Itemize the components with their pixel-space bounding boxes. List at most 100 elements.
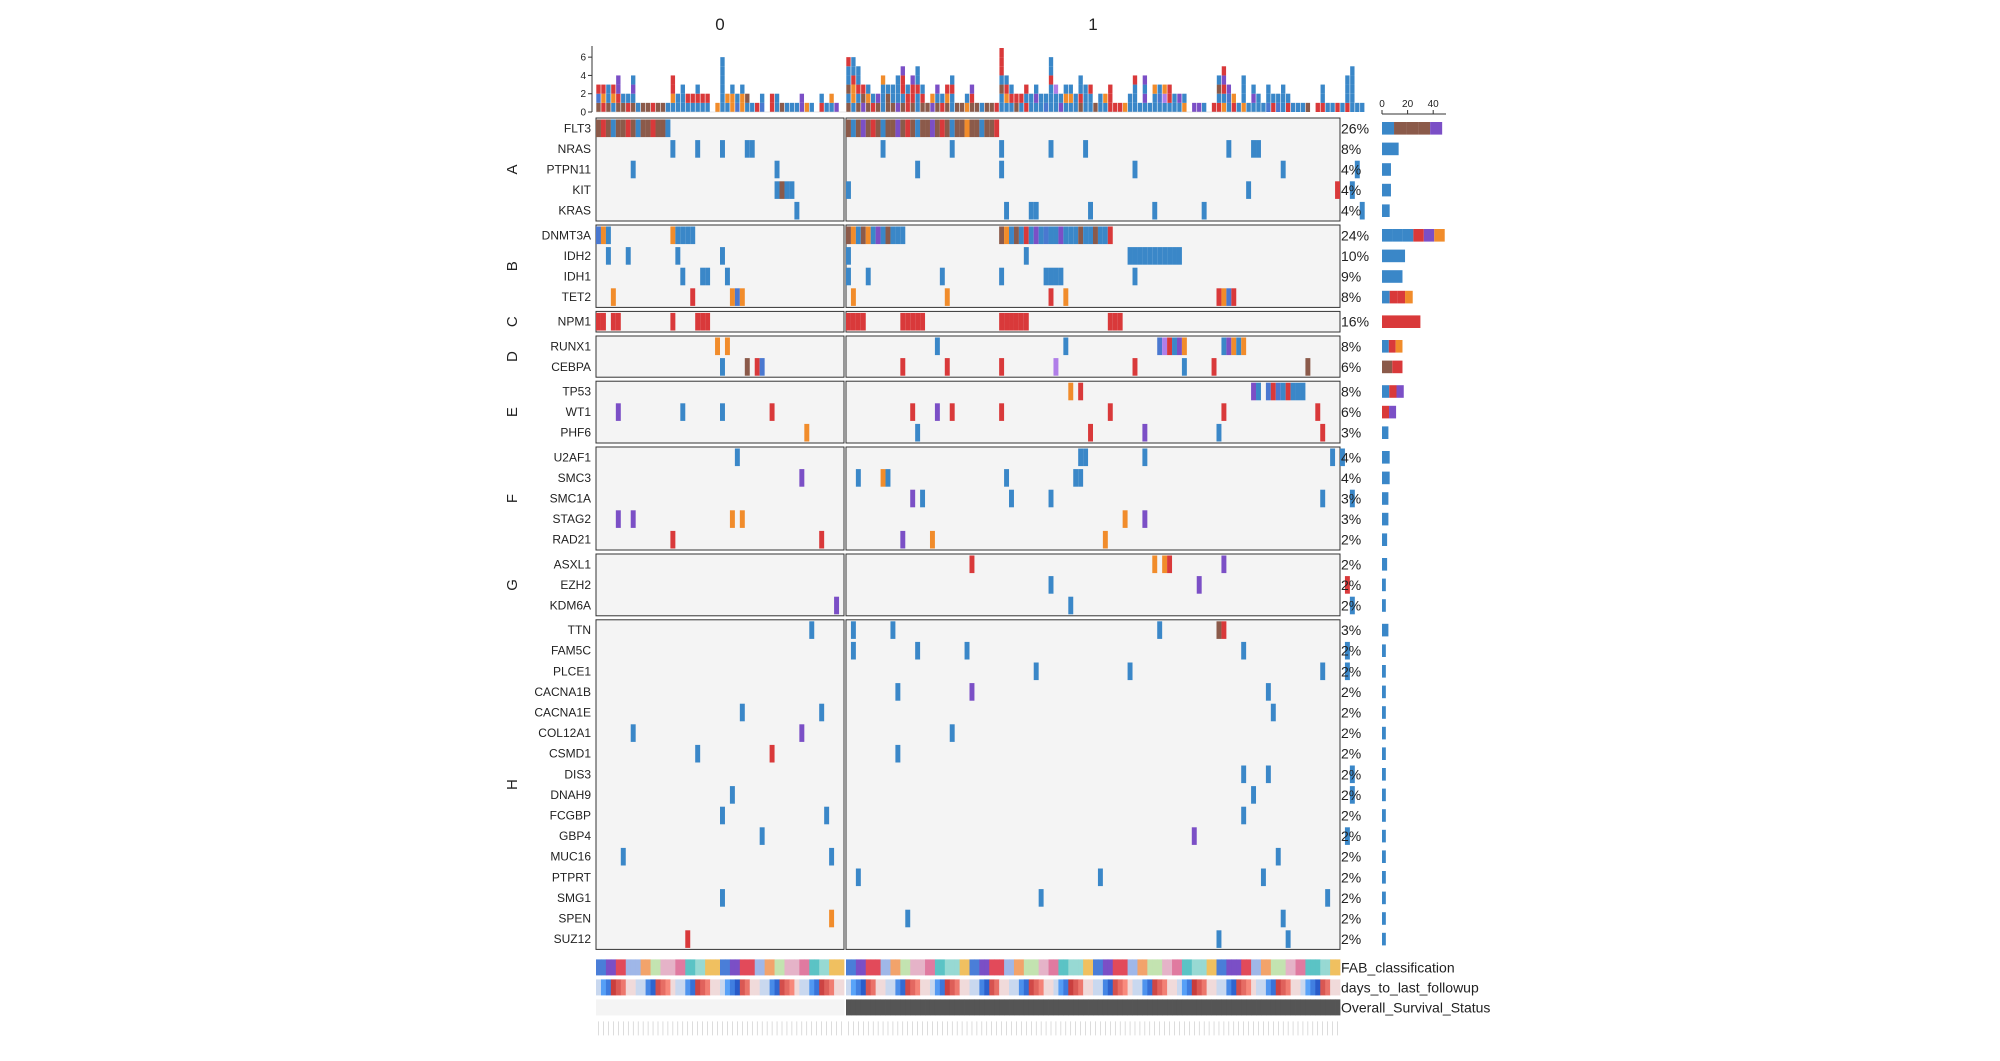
mutation-cell-TP53-141 (1295, 382, 1301, 401)
mutation-cell-FAM5C-74 (964, 641, 970, 660)
top-bar-45-0 (819, 102, 824, 112)
top-bar-149-0 (1335, 102, 1340, 112)
top-bar-93-0 (1058, 102, 1064, 112)
mutation-cell-NPM1-103 (1107, 312, 1113, 331)
fab-cell-53 (860, 959, 867, 976)
survival-cell-43 (809, 999, 815, 1016)
mutation-cell-PLCE1-107 (1127, 662, 1133, 681)
fab-cell-2 (605, 959, 612, 976)
gene-percent-TTN: 3% (1341, 622, 1361, 638)
top-bar-125-2 (1216, 84, 1222, 94)
survival-cell-54 (865, 999, 872, 1016)
survival-cell-38 (784, 999, 790, 1016)
survival-cell-148 (1330, 999, 1336, 1016)
mutation-cell-TTN-125 (1216, 621, 1222, 639)
followup-cell-106 (1122, 979, 1128, 996)
top-bar-56-0 (875, 102, 881, 112)
top-bar-121-0 (1197, 102, 1202, 112)
top-bar-125-1 (1216, 93, 1222, 103)
mutation-cell-TET2-29 (739, 288, 745, 306)
top-bar-62-1 (905, 93, 910, 103)
mutation-cell-PHF6-99 (1088, 423, 1093, 442)
followup-cell-24 (715, 979, 721, 996)
followup-cell-67 (929, 979, 936, 996)
mutation-cell-FLT3-76 (974, 119, 980, 138)
followup-cell-18 (685, 979, 691, 996)
survival-cell-22 (705, 999, 711, 1016)
fab-cell-55 (870, 959, 877, 976)
top-bar-151-1 (1345, 93, 1350, 103)
followup-cell-30 (744, 979, 751, 996)
fab-cell-149 (1335, 959, 1341, 976)
survival-cell-13 (660, 999, 666, 1016)
top-bar-125-3 (1216, 75, 1222, 85)
survival-cell-24 (715, 999, 721, 1016)
mutation-cell-IDH1-91 (1048, 267, 1054, 286)
mutation-cell-TP53-132 (1251, 382, 1257, 401)
top-bar-68-1 (935, 93, 940, 103)
mutation-cell-NRAS-31 (749, 140, 755, 158)
top-bar-98-2 (1083, 84, 1088, 94)
fab-cell-54 (865, 959, 872, 976)
top-bar-113-2 (1157, 84, 1162, 94)
mutation-cell-FLT3-71 (949, 119, 955, 138)
mutation-cell-IDH2-114 (1162, 247, 1168, 265)
frequency-bar-FLT3-4 (1430, 122, 1443, 135)
followup-cell-89 (1038, 979, 1044, 996)
survival-cell-27 (729, 999, 736, 1016)
top-bar-147-0 (1325, 102, 1330, 112)
mutation-cell-NRAS-71 (949, 140, 955, 158)
mutation-cell-CACNA1E-45 (819, 703, 825, 722)
top-bar-0-2 (596, 84, 601, 94)
gene-percent-KDM6A: 2% (1341, 598, 1361, 614)
top-bar-101-1 (1098, 93, 1103, 103)
top-bar-154-0 (1360, 102, 1365, 112)
survival-cell-67 (929, 999, 936, 1016)
mutation-cell-KIT-37 (779, 181, 785, 199)
mutation-cell-NRAS-98 (1083, 140, 1089, 158)
followup-cell-78 (984, 979, 990, 996)
mutation-cell-SMG1-25 (720, 889, 725, 907)
mutation-cell-COL12A1-41 (799, 724, 805, 742)
mutation-cell-IDH2-115 (1167, 247, 1173, 265)
top-bar-17-0 (680, 102, 685, 112)
mutation-cell-FLT3-7 (630, 119, 636, 138)
mutation-cell-RUNX1-126 (1221, 337, 1227, 356)
survival-cell-56 (875, 999, 881, 1016)
top-bar-60-3 (895, 75, 901, 85)
followup-cell-59 (890, 979, 896, 996)
top-bar-113-0 (1157, 102, 1162, 112)
mutation-cell-FLT3-4 (615, 119, 621, 138)
survival-cell-35 (769, 999, 775, 1016)
followup-cell-28 (734, 979, 741, 996)
survival-cell-117 (1176, 999, 1183, 1016)
fab-cell-69 (939, 959, 946, 976)
top-bar-107-1 (1127, 93, 1133, 103)
mutation-cell-KIT-149 (1335, 181, 1340, 199)
survival-cell-144 (1310, 999, 1316, 1016)
mutation-cell-PTPN11-153 (1354, 160, 1360, 179)
followup-cell-65 (920, 979, 926, 996)
mutation-cell-RUNX1-94 (1063, 337, 1069, 356)
followup-cell-143 (1305, 979, 1311, 996)
mutation-cell-CEBPA-30 (744, 358, 750, 376)
gene-label-STAG2: STAG2 (553, 512, 592, 526)
followup-cell-54 (865, 979, 872, 996)
followup-cell-114 (1162, 979, 1168, 996)
gene-label-TTN: TTN (568, 623, 591, 637)
fab-cell-52 (855, 959, 862, 976)
top-bar-15-3 (670, 75, 676, 85)
frequency-bar-PHF6-0 (1382, 426, 1389, 439)
top-bar-39-0 (789, 102, 795, 112)
followup-cell-129 (1236, 979, 1242, 996)
top-bar-151-0 (1345, 102, 1350, 112)
survival-cell-94 (1063, 999, 1069, 1016)
top-bar-108-3 (1132, 75, 1138, 85)
top-bar-97-2 (1078, 84, 1083, 94)
mutation-cell-FLT3-1 (600, 119, 606, 138)
fab-cell-30 (744, 959, 751, 976)
followup-cell-90 (1043, 979, 1049, 996)
panel-F-1 (845, 446, 1341, 551)
top-bar-9-0 (640, 102, 646, 112)
followup-cell-70 (944, 979, 951, 996)
